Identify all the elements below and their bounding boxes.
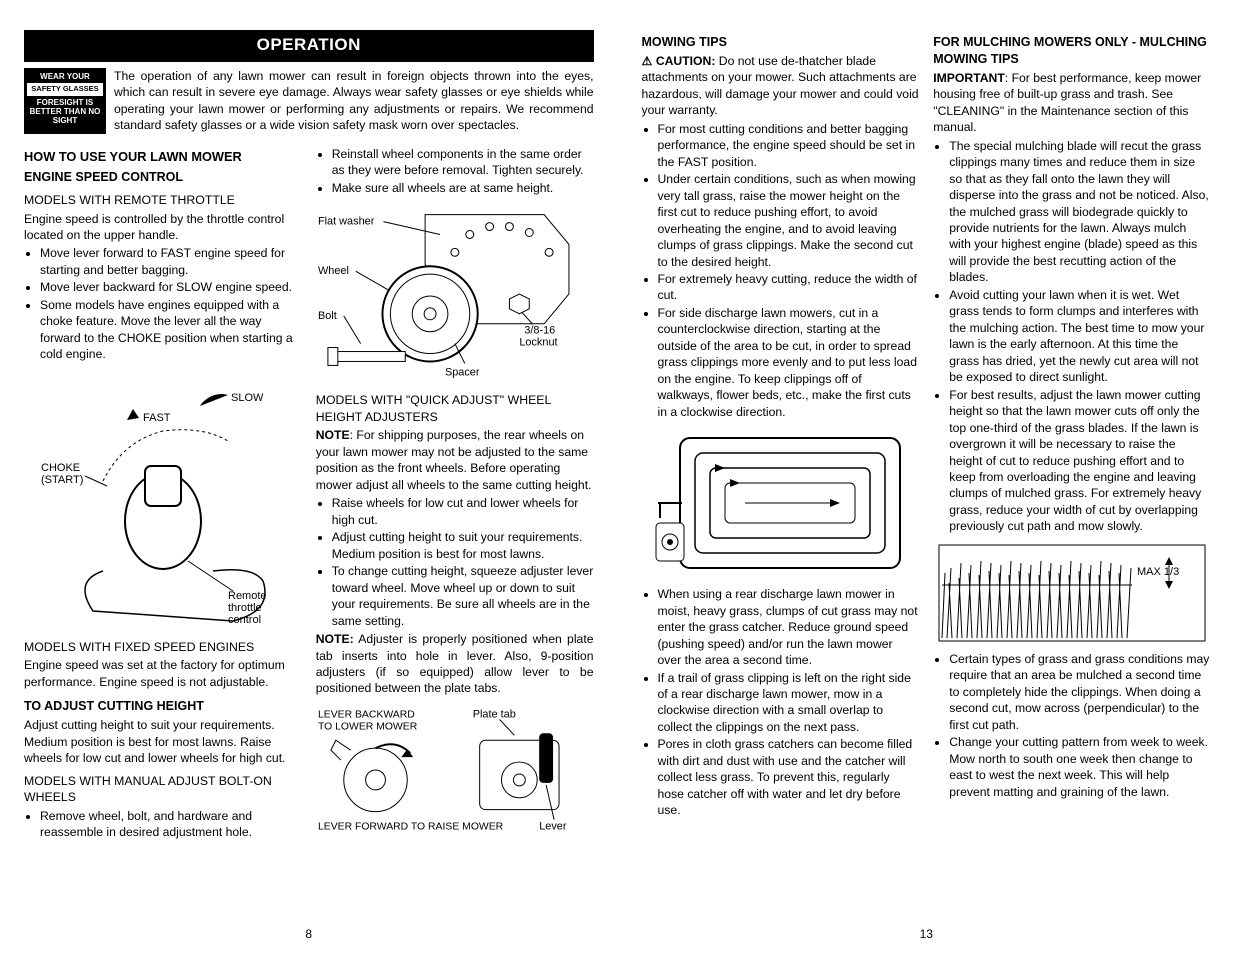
mulching-heading: FOR MULCHING MOWERS ONLY - MULCHING MOWI… xyxy=(933,34,1211,68)
list-item: Move lever backward for SLOW engine spee… xyxy=(40,279,302,295)
lever-fwd-label: LEVER FORWARD TO RAISE MOWER xyxy=(318,821,504,832)
mulching-list-2: Certain types of grass and grass conditi… xyxy=(933,651,1211,800)
quick-adjust-list: Raise wheels for low cut and lower wheel… xyxy=(316,495,594,629)
note2-text: Adjuster is properly positioned when pla… xyxy=(316,632,594,695)
lever-figure: LEVER BACKWARD TO LOWER MOWER Plate tab xyxy=(316,705,594,835)
list-item: Reinstall wheel components in the same o… xyxy=(332,146,594,179)
engine-speed-heading: ENGINE SPEED CONTROL xyxy=(24,169,302,186)
plate-tab-label: Plate tab xyxy=(472,708,515,720)
throttle-figure: SLOW FAST CHOKE (START) Remote throttle … xyxy=(24,371,302,631)
list-item: To change cutting height, squeeze adjust… xyxy=(332,563,594,629)
lever-back-label-2: TO LOWER MOWER xyxy=(318,721,418,732)
mowing-tips-list-2: When using a rear discharge lawn mower i… xyxy=(642,586,920,819)
note-label: NOTE xyxy=(316,428,350,442)
locknut-label-1: 3/8-16 xyxy=(524,325,555,337)
intro-row: WEAR YOUR SAFETY GLASSES FORESIGHT IS BE… xyxy=(24,68,594,134)
list-item: Under certain conditions, such as when m… xyxy=(658,171,920,270)
list-item: Adjust cutting height to suit your requi… xyxy=(332,529,594,562)
wheel-assembly-figure: Flat washer Wheel Bolt xyxy=(316,204,594,384)
badge-glasses: SAFETY GLASSES xyxy=(27,83,103,96)
remote-label-3: control xyxy=(228,614,261,626)
list-item: Pores in cloth grass catchers can be­com… xyxy=(658,736,920,818)
list-item: For side discharge lawn mowers, cut in a… xyxy=(658,305,920,420)
note-text: : For shipping purposes, the rear wheels… xyxy=(316,428,592,491)
quick-adjust-note2: NOTE: Adjuster is properly positioned wh… xyxy=(316,631,594,697)
lever-back-label-1: LEVER BACKWARD xyxy=(318,709,415,720)
list-item: For most cutting conditions and better b… xyxy=(658,121,920,170)
page-right: MOWING TIPS ⚠ CAUTION: Do not use de-tha… xyxy=(618,0,1235,954)
page-number-right: 13 xyxy=(920,926,933,942)
left-two-col: HOW TO USE YOUR LAWN MOWER ENGINE SPEED … xyxy=(24,144,594,934)
lever-label: Lever xyxy=(539,820,567,832)
adjust-height-heading: TO ADJUST CUTTING HEIGHT xyxy=(24,698,302,715)
warning-icon: ⚠ xyxy=(642,54,656,68)
safety-glasses-badge: WEAR YOUR SAFETY GLASSES FORESIGHT IS BE… xyxy=(24,68,106,134)
list-item: Raise wheels for low cut and lower wheel… xyxy=(332,495,594,528)
list-item: For best results, adjust the lawn mower … xyxy=(949,387,1211,535)
badge-wear: WEAR YOUR xyxy=(27,72,103,81)
list-item: If a trail of grass clipping is left on … xyxy=(658,670,920,736)
adjust-height-text: Adjust cutting height to suit your requi… xyxy=(24,717,302,766)
important-label: IMPORTANT xyxy=(933,71,1005,85)
right-col-1: MOWING TIPS ⚠ CAUTION: Do not use de-tha… xyxy=(642,30,920,934)
page-number-left: 8 xyxy=(305,926,312,942)
list-item: For extremely heavy cutting, reduce the … xyxy=(658,271,920,304)
spacer-label: Spacer xyxy=(445,367,480,379)
list-item: When using a rear discharge lawn mower i… xyxy=(658,586,920,668)
mulching-list-1: The special mulching blade will recut th… xyxy=(933,138,1211,535)
mowing-tips-heading: MOWING TIPS xyxy=(642,34,920,51)
locknut-label-2: Locknut xyxy=(519,337,557,349)
important-paragraph: IMPORTANT: For best performance, keep mo… xyxy=(933,70,1211,136)
remote-throttle-list: Move lever forward to FAST engine speed … xyxy=(24,245,302,362)
remote-label-1: Remote xyxy=(228,590,267,602)
list-item: Certain types of grass and grass conditi… xyxy=(949,651,1211,733)
fixed-speed-text: Engine speed was set at the factory for … xyxy=(24,657,302,690)
right-two-col: MOWING TIPS ⚠ CAUTION: Do not use de-tha… xyxy=(642,30,1212,934)
caution-label: CAUTION: xyxy=(656,54,716,68)
list-item: Avoid cutting your lawn when it is wet. … xyxy=(949,287,1211,386)
list-item: The special mulching blade will recut th… xyxy=(949,138,1211,286)
list-item: Remove wheel, bolt, and hardware and rea… xyxy=(40,808,302,841)
fixed-speed-heading: MODELS WITH FIXED SPEED ENGINES xyxy=(24,639,302,656)
grass-height-figure: MAX 1/3 xyxy=(933,543,1211,643)
quick-adjust-note: NOTE: For shipping purposes, the rear wh… xyxy=(316,427,594,493)
list-item: Make sure all wheels are at same height. xyxy=(332,180,594,196)
wheel-label: Wheel xyxy=(318,265,349,277)
manual-adjust-list: Remove wheel, bolt, and hardware and rea… xyxy=(24,808,302,841)
list-item: Change your cutting pattern from week to… xyxy=(949,734,1211,800)
page-left: OPERATION WEAR YOUR SAFETY GLASSES FORES… xyxy=(0,0,618,954)
bolt-label: Bolt xyxy=(318,310,337,322)
max-third-label: MAX 1/3 xyxy=(1137,566,1179,578)
mowing-tips-list-1: For most cutting conditions and better b… xyxy=(642,121,920,420)
intro-text: The operation of any lawn mower can resu… xyxy=(114,68,594,134)
left-col-2: Reinstall wheel components in the same o… xyxy=(316,144,594,934)
remote-label-2: throttle xyxy=(228,602,262,614)
operation-banner: OPERATION xyxy=(24,30,594,62)
list-item: Move lever forward to FAST engine speed … xyxy=(40,245,302,278)
choke-label: CHOKE xyxy=(41,462,80,474)
fast-label: FAST xyxy=(143,412,171,424)
flat-washer-label: Flat washer xyxy=(318,216,375,228)
reinstall-list: Reinstall wheel components in the same o… xyxy=(316,146,594,196)
remote-throttle-heading: MODELS WITH REMOTE THROTTLE xyxy=(24,192,302,209)
choke-start-label: (START) xyxy=(41,474,83,486)
remote-throttle-text: Engine speed is controlled by the thrott… xyxy=(24,211,302,244)
quick-adjust-heading: MODELS WITH "QUICK ADJUST" WHEEL HEIGHT … xyxy=(316,392,594,425)
note2-label: NOTE: xyxy=(316,632,354,646)
right-col-2: FOR MULCHING MOWERS ONLY - MULCHING MOWI… xyxy=(933,30,1211,934)
manual-adjust-heading: MODELS WITH MANUAL ADJUST BOLT-ON WHEELS xyxy=(24,773,302,806)
list-item: Some models have engines equipped with a… xyxy=(40,297,302,363)
left-col-1: HOW TO USE YOUR LAWN MOWER ENGINE SPEED … xyxy=(24,144,302,934)
badge-foresight: FORESIGHT IS BETTER THAN NO SIGHT xyxy=(27,98,103,126)
slow-label: SLOW xyxy=(231,392,264,404)
mowing-pattern-figure xyxy=(642,428,920,578)
caution-paragraph: ⚠ CAUTION: Do not use de-thatcher blade … xyxy=(642,53,920,119)
howto-heading: HOW TO USE YOUR LAWN MOWER xyxy=(24,148,302,165)
